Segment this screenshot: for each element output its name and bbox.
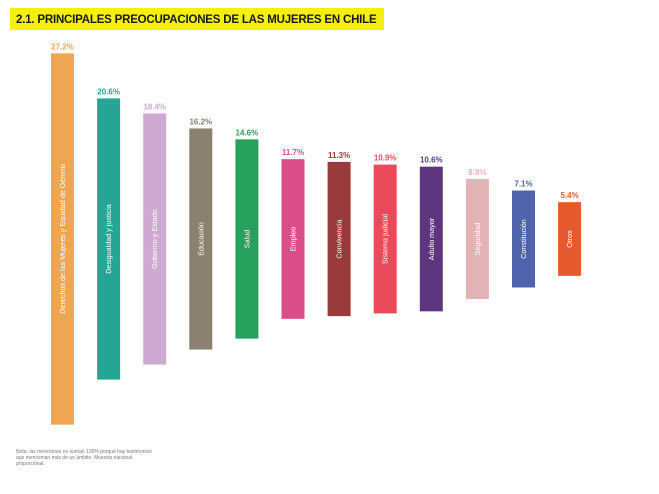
value-label-desigualdad-y-justicia: 20.6% bbox=[97, 87, 120, 96]
bar-empleo bbox=[281, 159, 305, 319]
category-label-empleo: Empleo bbox=[289, 227, 298, 251]
value-label-otros: 5.4% bbox=[560, 191, 578, 200]
value-label-constitucion: 7.1% bbox=[514, 180, 532, 189]
chart-title: 2.1. PRINCIPALES PREOCUPACIONES DE LAS M… bbox=[16, 14, 377, 26]
value-label-derechos-de-las-mujeres-y-equidad-de-genero: 27.2% bbox=[51, 42, 74, 51]
category-label-seguridad: Seguridad bbox=[473, 223, 482, 256]
value-label-salud: 14.6% bbox=[236, 128, 259, 137]
category-label-desigualdad-y-justicia: Desigualdad y justicia bbox=[104, 204, 113, 274]
value-label-sistema-judicial: 10.9% bbox=[374, 154, 397, 163]
category-label-sistema-judicial: Sistema judicial bbox=[381, 214, 390, 264]
value-label-gobierno-y-estado: 18.4% bbox=[143, 102, 166, 111]
category-label-gobierno-y-estado: Gobierno y Estado bbox=[150, 209, 159, 269]
value-label-seguridad: 8.8% bbox=[468, 168, 486, 177]
category-label-educacion: Educación bbox=[196, 222, 205, 256]
chart-note: Nota: las menciones no suman 100% porque… bbox=[16, 449, 152, 467]
bar-sistema-judicial bbox=[373, 164, 397, 314]
value-label-educacion: 16.2% bbox=[189, 117, 212, 126]
bar-convivencia bbox=[327, 161, 351, 317]
chart-title-box: 2.1. PRINCIPALES PREOCUPACIONES DE LAS M… bbox=[10, 8, 385, 30]
category-label-derechos-de-las-mujeres-y-equidad-de-genero: Derechos de las Mujeres y Equidad de Gén… bbox=[58, 164, 67, 313]
category-label-constitucion: Constitución bbox=[519, 219, 528, 259]
category-label-otros: Otros bbox=[565, 230, 574, 248]
bar-seguridad bbox=[465, 178, 489, 300]
category-label-convivencia: Convivencia bbox=[335, 219, 344, 258]
category-label-adulto-mayor: Adulto mayor bbox=[427, 217, 436, 260]
bar-derechos-de-las-mujeres-y-equidad-de-genero bbox=[51, 53, 74, 425]
bar-adulto-mayor bbox=[419, 166, 443, 312]
value-label-empleo: 11.7% bbox=[282, 148, 304, 157]
bar-gobierno-y-estado bbox=[143, 113, 167, 365]
bar-educacion bbox=[189, 128, 213, 350]
bar-salud bbox=[235, 139, 259, 339]
category-label-salud: Salud bbox=[242, 230, 251, 248]
bar-desigualdad-y-justicia bbox=[97, 98, 121, 380]
value-label-adulto-mayor: 10.6% bbox=[420, 156, 443, 165]
bar-otros bbox=[558, 202, 582, 276]
value-label-convivencia: 11.3% bbox=[328, 151, 350, 160]
bar-constitucion bbox=[512, 190, 535, 288]
